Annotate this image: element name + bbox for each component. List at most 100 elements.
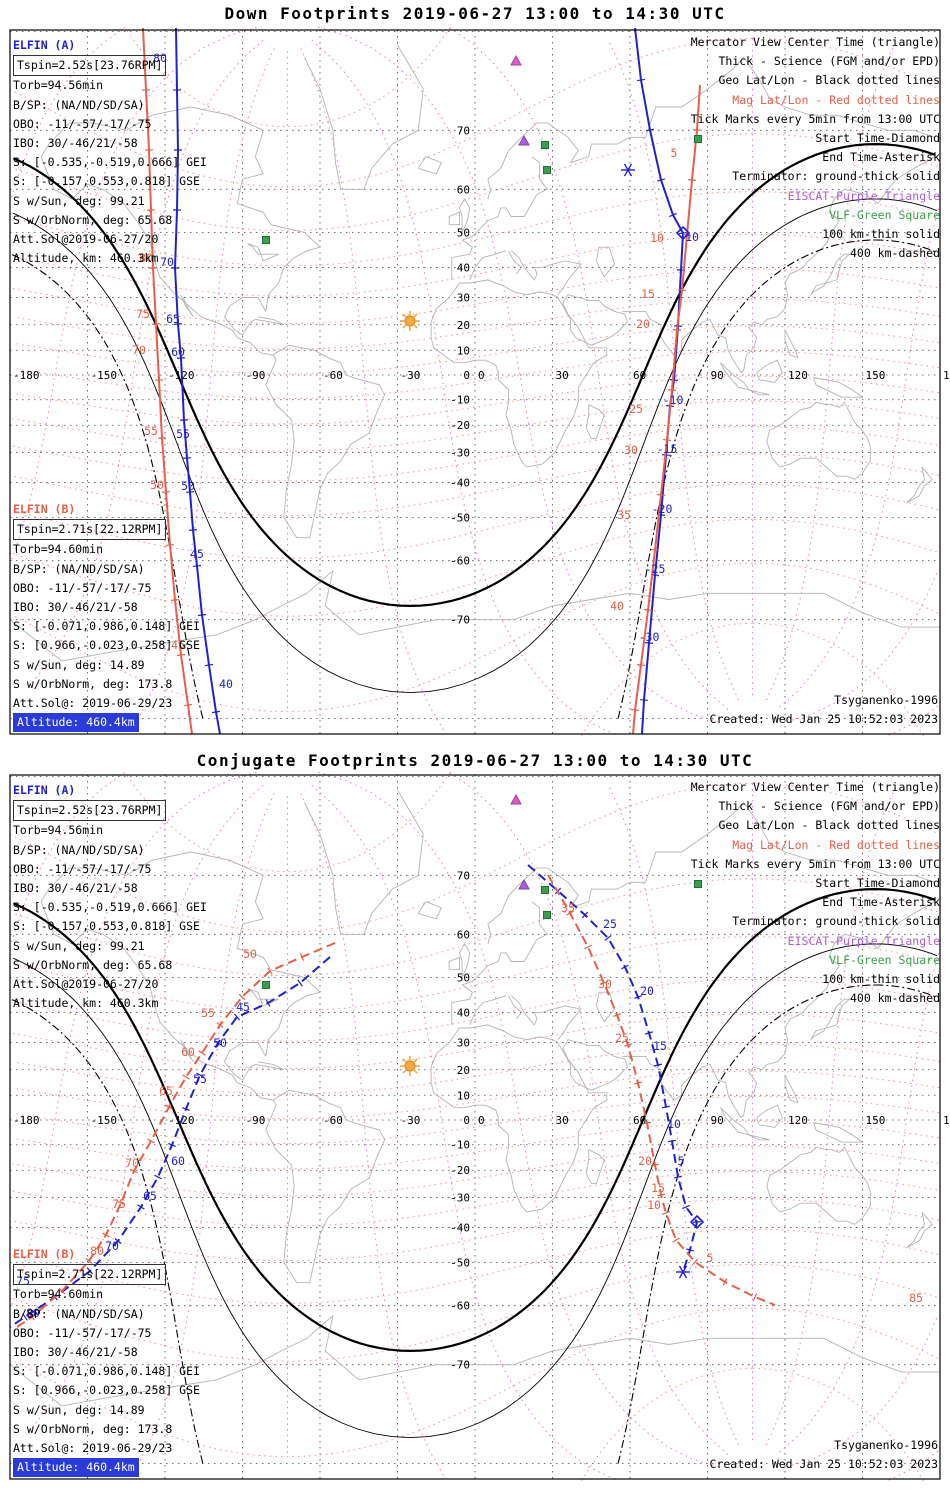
svg-text:10: 10 (647, 1198, 661, 1212)
down-panel-title: Down Footprints 2019-06-27 13:00 to 14:3… (224, 4, 726, 23)
svg-text:65: 65 (166, 312, 180, 326)
elfin-b-info-block: ELFIN (B) Tspin=2.71s[22.12RPM] Torb=94.60… (13, 500, 200, 733)
svg-text:150: 150 (866, 369, 886, 382)
eiscat-triangle-icon (518, 878, 530, 890)
sun-icon (400, 1056, 420, 1076)
svg-text:120: 120 (788, 1114, 808, 1127)
svg-text:70: 70 (125, 1156, 139, 1170)
end-time-asterisk-icon (623, 163, 633, 177)
legend-line: 400 km-dashed (849, 246, 940, 261)
elfin-b-info-line: S w/Sun, deg: 14.89 (13, 1402, 145, 1417)
axis-labels: -180-150-120-90-60-300306090120150180706… (13, 124, 950, 626)
svg-text:70: 70 (105, 1239, 119, 1253)
track-labels: 3530252015105505560657075808525201510545… (16, 901, 923, 1320)
elfin-a-info-line: Att.Sol@2019-06-27/20 (13, 232, 159, 247)
svg-text:-60: -60 (323, 1114, 343, 1127)
legend-line: Tick Marks every 5min from 13:00 UTC (690, 856, 940, 871)
svg-text:10: 10 (650, 231, 664, 245)
svg-text:15: 15 (653, 1039, 667, 1053)
svg-text:65: 65 (159, 1084, 173, 1098)
svg-text:25: 25 (615, 1031, 629, 1045)
elfin-a-info-line: B/SP: (NA/ND/SD/SA) (13, 97, 145, 112)
legend-line: VLF-Green Square (829, 952, 940, 967)
created-credit: Created: Wed Jan 25 10:52:03 2023 (709, 712, 938, 727)
elfin-b-info-line: Torb=94.60min (13, 1287, 104, 1302)
axis-labels: -180-150-120-90-60-300306090120150180706… (13, 869, 950, 1371)
legend-line: Geo Lat/Lon - Black dotted lines (718, 73, 940, 88)
elfin-a-info-line: B/SP: (NA/ND/SD/SA) (13, 842, 145, 857)
down-footprints-panel: -180-150-120-90-60-300306090120150180706… (0, 0, 950, 745)
start-time-diamond-icon (689, 1214, 705, 1230)
svg-text:30: 30 (457, 1037, 470, 1050)
svg-text:-10: -10 (450, 1139, 470, 1152)
legend-line: 100 km-thin solid (822, 972, 940, 987)
svg-text:20: 20 (457, 1064, 470, 1077)
svg-text:-30: -30 (639, 630, 660, 644)
svg-text:55: 55 (144, 424, 158, 438)
svg-text:50: 50 (213, 1036, 227, 1050)
svg-text:80: 80 (90, 1244, 104, 1258)
elfin-b-info-line: S w/Sun, deg: 14.89 (13, 657, 145, 672)
svg-text:25: 25 (629, 402, 643, 416)
svg-text:0: 0 (478, 369, 485, 382)
svg-text:-150: -150 (91, 1114, 118, 1127)
elfin-b-info-line: Torb=94.60min (13, 542, 104, 557)
geo-grid (10, 30, 940, 734)
svg-text:60: 60 (633, 1114, 646, 1127)
legend-line: Start Time-Diamond (815, 876, 940, 891)
elfin-b-info-line: OBO: -11/-57/-17/-75 (13, 1325, 152, 1340)
elfin-a-info-line: Torb=94.56min (13, 823, 104, 838)
svg-text:-60: -60 (450, 1300, 470, 1313)
svg-text:15: 15 (641, 287, 655, 301)
svg-text:-20: -20 (450, 1164, 470, 1177)
svg-text:55: 55 (201, 1006, 215, 1020)
start-time-diamond-icon (675, 225, 691, 241)
model-credit: Tsyganenko-1996 (834, 693, 938, 707)
svg-text:45: 45 (236, 1000, 250, 1014)
svg-text:30: 30 (556, 1114, 569, 1127)
elfin-a-info-line: OBO: -11/-57/-17/-75 (13, 116, 152, 131)
elfin-a-info-block: ELFIN (A) Tspin=2.52s[23.76RPM] Torb=94.56… (13, 781, 207, 1013)
legend-line: Terminator: ground-thick solid (732, 914, 940, 929)
svg-text:20: 20 (638, 1154, 652, 1168)
elfin-b-info-line: IBO: 30/-46/21/-58 (13, 1345, 138, 1360)
elfin-a-info-line: S: [-0.535,-0.519,0.666] GEI (13, 155, 207, 170)
elfin-a-info-line: IBO: 30/-46/21/-58 (13, 881, 138, 896)
map-legend: Mercator View Center Time (triangle) Thic… (691, 33, 940, 263)
svg-text:-20: -20 (450, 419, 470, 432)
elfin-b-info-line: S: [-0.071,0.986,0.148] GEI (13, 619, 200, 634)
legend-line: End Time-Asterisk (822, 150, 940, 165)
svg-text:35: 35 (617, 508, 631, 522)
svg-text:0: 0 (463, 369, 470, 382)
elfin-b-info-line: Att.Sol@: 2019-06-29/23 (13, 1441, 173, 1456)
conjugate-panel-title: Conjugate Footprints 2019-06-27 13:00 to… (196, 751, 754, 770)
legend-line: Thick - Science (FGM and/or EPD) (718, 799, 940, 814)
end-time-asterisk-icon (678, 1265, 688, 1279)
svg-text:60: 60 (181, 1045, 195, 1059)
svg-text:-60: -60 (323, 369, 343, 382)
legend-line: End Time-Asterisk (822, 895, 940, 910)
svg-text:-70: -70 (450, 614, 470, 627)
svg-text:120: 120 (788, 369, 808, 382)
eiscat-triangle-icon (518, 134, 530, 146)
mag-grid (9, 771, 940, 1482)
legend-line: 400 km-dashed (849, 991, 940, 1006)
svg-text:70: 70 (132, 343, 146, 357)
svg-text:60: 60 (457, 183, 470, 196)
svg-text:70: 70 (457, 869, 470, 882)
svg-text:50: 50 (457, 226, 470, 239)
svg-text:40: 40 (219, 677, 233, 691)
elfin-b-info-line: B/SP: (NA/ND/SD/SA) (13, 561, 145, 576)
svg-text:0: 0 (478, 1114, 485, 1127)
svg-text:5: 5 (678, 1154, 685, 1168)
svg-text:10: 10 (457, 1089, 470, 1102)
elfin-a-info-line: S w/OrbNorm, deg: 65.68 (13, 212, 173, 227)
geo-grid (10, 775, 940, 1479)
elfin-b-info-block: ELFIN (B) Tspin=2.71s[22.12RPM] Torb=94.60… (13, 1245, 200, 1478)
svg-text:85: 85 (909, 1291, 923, 1305)
svg-text:60: 60 (171, 345, 185, 359)
elfin-a-info-line: Torb=94.56min (13, 78, 104, 93)
svg-text:-50: -50 (450, 512, 470, 525)
svg-text:50: 50 (243, 947, 257, 961)
legend-line: Geo Lat/Lon - Black dotted lines (718, 818, 940, 833)
